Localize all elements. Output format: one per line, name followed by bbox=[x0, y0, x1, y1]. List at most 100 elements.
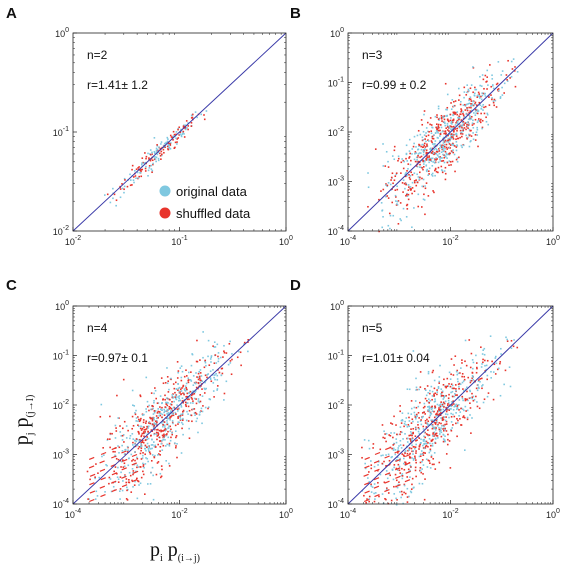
point-original bbox=[420, 148, 423, 151]
point-original bbox=[435, 147, 437, 150]
point-original bbox=[466, 108, 468, 110]
point-shuffled bbox=[130, 491, 133, 493]
point-shuffled bbox=[408, 156, 411, 158]
point-shuffled bbox=[394, 473, 397, 476]
point-shuffled bbox=[469, 98, 472, 101]
point-original bbox=[166, 420, 168, 422]
point-original bbox=[463, 96, 465, 99]
point-shuffled bbox=[400, 172, 402, 174]
point-shuffled bbox=[431, 150, 434, 153]
point-shuffled bbox=[446, 443, 449, 446]
point-shuffled bbox=[190, 125, 193, 127]
x-tick-label: 10-2 bbox=[65, 235, 81, 247]
point-original bbox=[477, 110, 480, 112]
point-original bbox=[402, 438, 404, 440]
point-original bbox=[410, 491, 413, 494]
point-original bbox=[405, 153, 408, 156]
point-shuffled bbox=[142, 421, 145, 424]
point-shuffled bbox=[213, 362, 216, 365]
point-shuffled bbox=[377, 469, 379, 472]
point-shuffled bbox=[148, 409, 150, 412]
point-shuffled bbox=[461, 359, 463, 361]
point-original bbox=[416, 159, 418, 161]
point-shuffled bbox=[412, 431, 414, 434]
point-shuffled bbox=[218, 371, 221, 374]
point-shuffled bbox=[461, 395, 464, 398]
point-original bbox=[187, 377, 190, 379]
point-original bbox=[471, 103, 474, 105]
point-original bbox=[443, 170, 446, 172]
point-shuffled bbox=[186, 392, 189, 395]
point-original bbox=[428, 410, 431, 413]
point-original bbox=[436, 403, 439, 406]
point-shuffled bbox=[432, 433, 434, 435]
point-original bbox=[481, 363, 483, 365]
point-original bbox=[490, 370, 492, 373]
point-shuffled bbox=[415, 179, 417, 181]
point-shuffled bbox=[453, 129, 455, 131]
point-shuffled bbox=[191, 420, 193, 423]
point-original bbox=[481, 92, 484, 94]
point-shuffled bbox=[434, 442, 437, 444]
point-original bbox=[430, 157, 432, 160]
point-original bbox=[452, 413, 454, 416]
point-original bbox=[427, 370, 430, 373]
stripe-mark bbox=[384, 455, 390, 459]
point-original bbox=[174, 411, 177, 414]
point-original bbox=[428, 405, 431, 408]
point-original bbox=[492, 87, 495, 90]
point-shuffled bbox=[181, 400, 184, 402]
point-original bbox=[404, 451, 406, 453]
point-shuffled bbox=[420, 419, 422, 421]
point-original bbox=[189, 379, 192, 381]
point-original bbox=[377, 464, 379, 466]
point-shuffled bbox=[141, 168, 144, 171]
point-original bbox=[197, 398, 200, 400]
point-original bbox=[195, 420, 198, 423]
point-shuffled bbox=[378, 230, 380, 233]
point-original bbox=[147, 448, 150, 450]
point-shuffled bbox=[145, 422, 147, 424]
point-shuffled bbox=[453, 111, 456, 114]
point-shuffled bbox=[450, 429, 453, 432]
point-shuffled bbox=[133, 484, 136, 486]
point-shuffled bbox=[424, 397, 427, 400]
point-original bbox=[392, 447, 395, 450]
point-original bbox=[476, 109, 479, 111]
point-shuffled bbox=[454, 170, 456, 173]
point-shuffled bbox=[401, 467, 403, 470]
point-shuffled bbox=[404, 452, 406, 454]
point-original bbox=[401, 158, 403, 160]
stripe-mark bbox=[405, 470, 411, 474]
point-shuffled bbox=[397, 223, 400, 225]
point-original bbox=[414, 152, 416, 155]
point-shuffled bbox=[393, 485, 395, 488]
point-original bbox=[450, 117, 452, 119]
point-shuffled bbox=[486, 80, 488, 83]
point-original bbox=[454, 404, 457, 407]
point-shuffled bbox=[444, 385, 447, 388]
point-shuffled bbox=[393, 415, 395, 418]
point-shuffled bbox=[185, 375, 188, 377]
point-original bbox=[422, 153, 425, 156]
point-original bbox=[433, 379, 436, 382]
point-shuffled bbox=[464, 103, 466, 106]
stripe-mark bbox=[374, 494, 380, 498]
stripe-mark bbox=[131, 453, 138, 458]
point-original bbox=[472, 395, 475, 398]
point-original bbox=[418, 152, 421, 154]
point-original bbox=[428, 161, 430, 164]
point-shuffled bbox=[447, 126, 449, 128]
point-original bbox=[472, 119, 474, 122]
point-original bbox=[441, 157, 443, 159]
point-shuffled bbox=[461, 135, 463, 138]
point-original bbox=[153, 445, 156, 448]
point-shuffled bbox=[405, 193, 408, 196]
point-shuffled bbox=[173, 133, 176, 136]
point-shuffled bbox=[464, 122, 466, 125]
point-original bbox=[481, 74, 484, 76]
point-original bbox=[408, 420, 411, 422]
point-original bbox=[160, 412, 162, 415]
point-shuffled bbox=[462, 415, 465, 417]
point-shuffled bbox=[383, 481, 386, 484]
